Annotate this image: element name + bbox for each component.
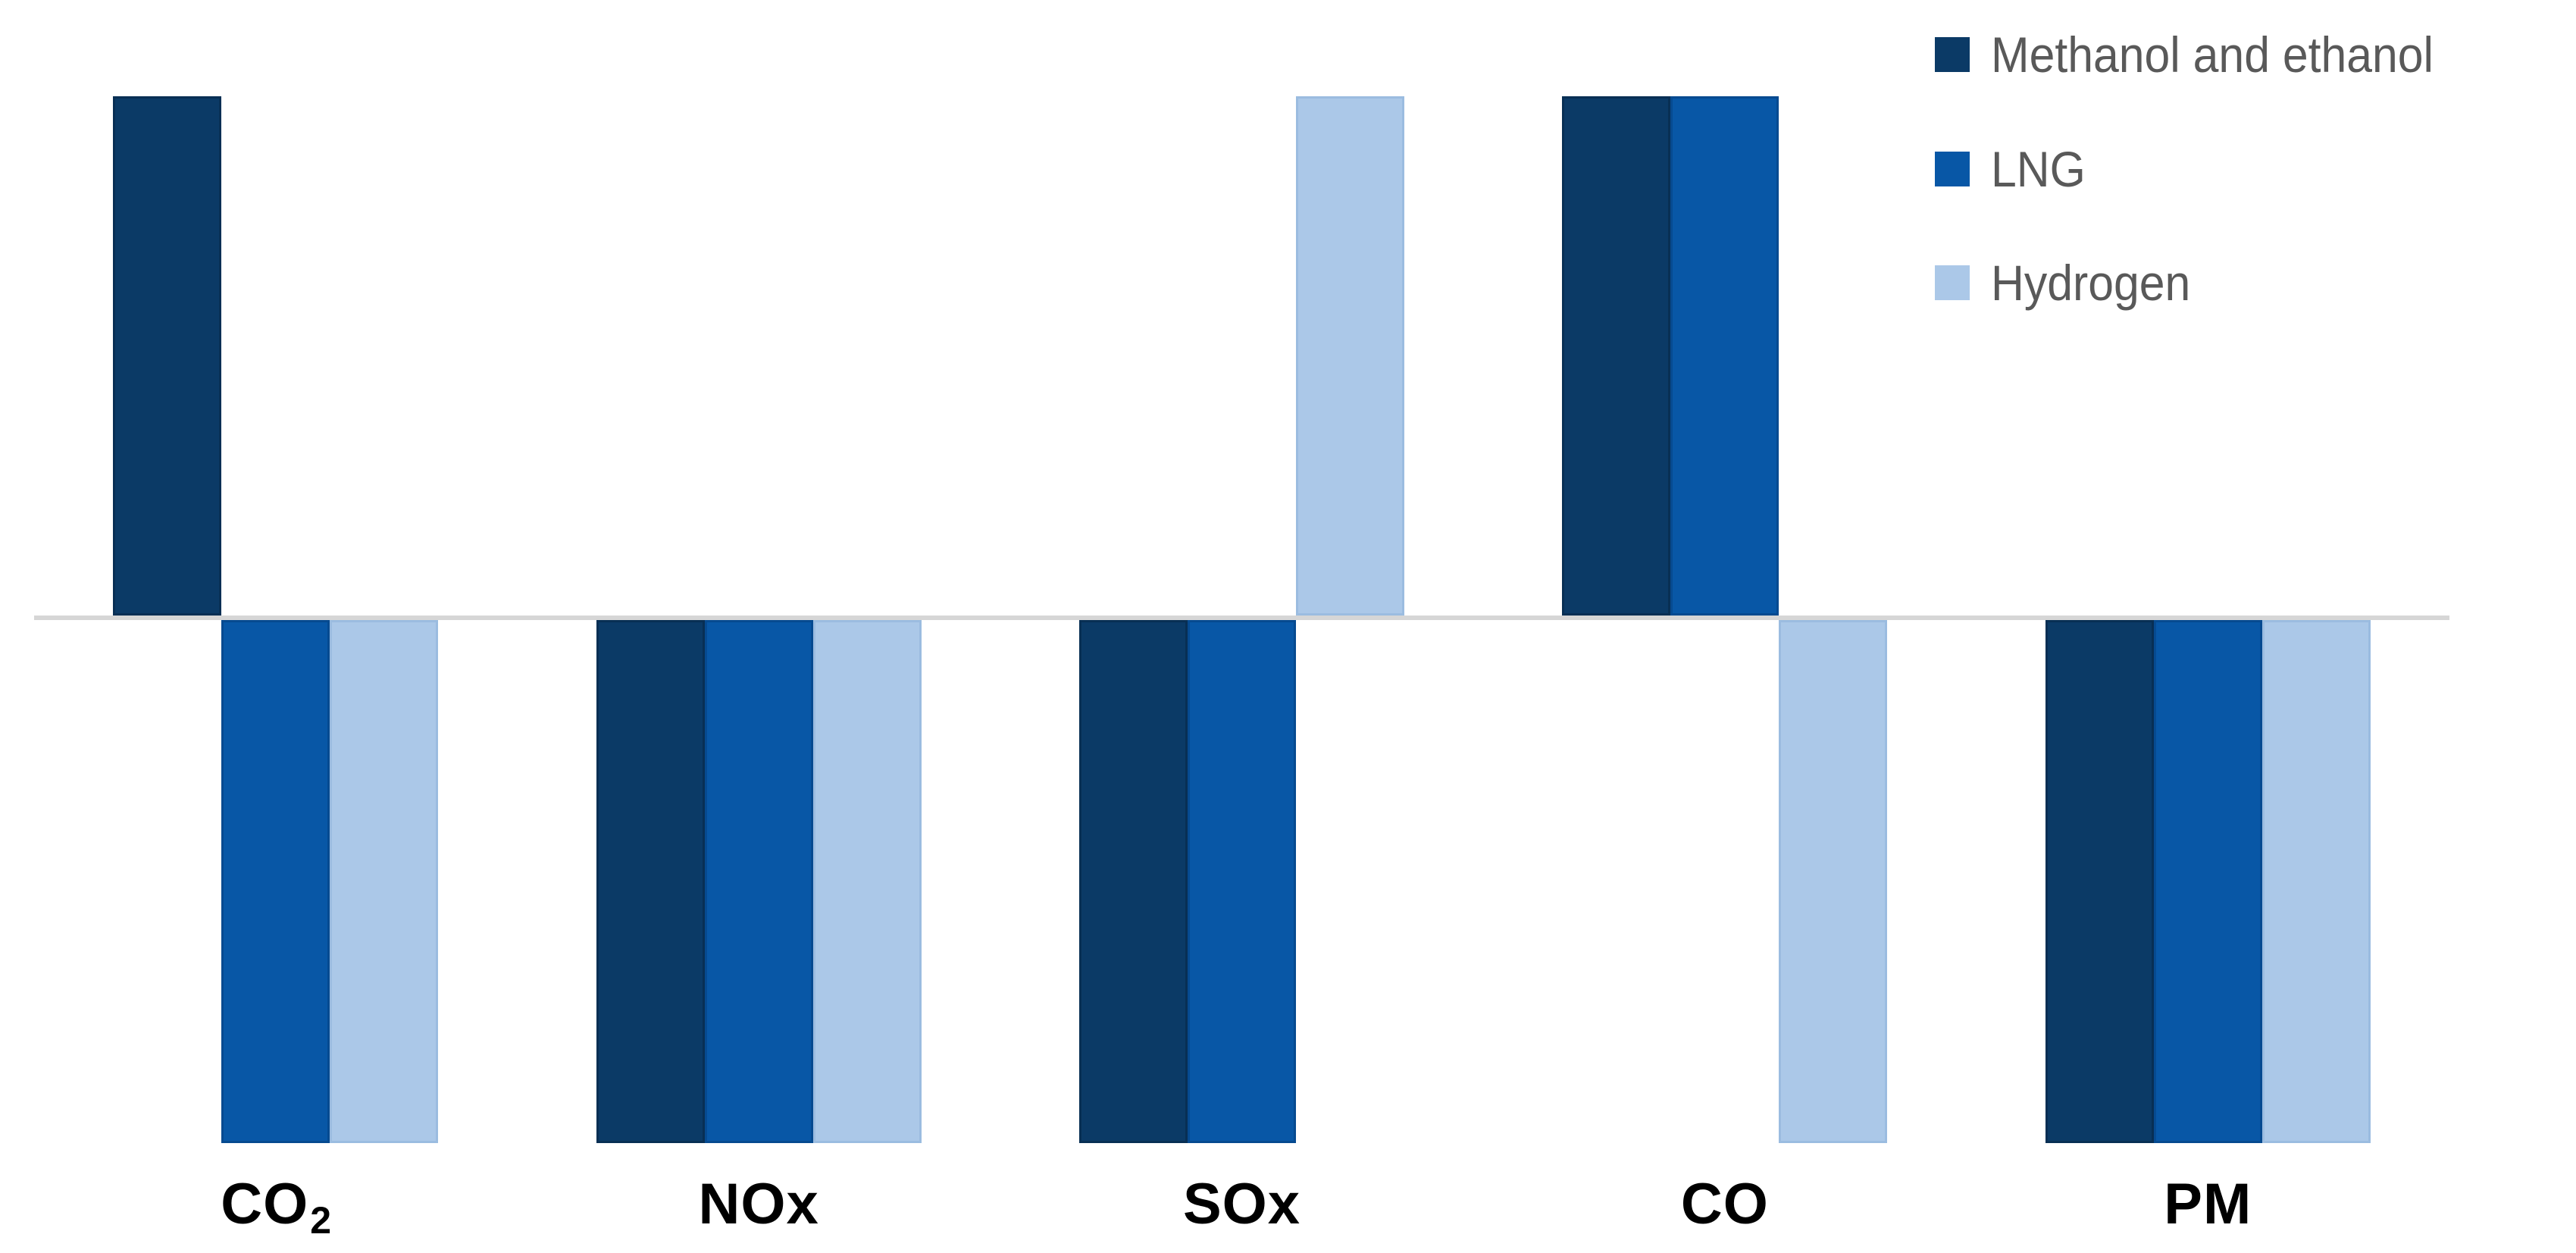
bar-hydrogen-co2 bbox=[330, 620, 439, 1143]
legend-swatch-lng bbox=[1935, 152, 1970, 186]
bar-methanol-and-ethanol-co bbox=[1562, 96, 1671, 616]
legend-swatch-methanol-and-ethanol bbox=[1935, 37, 1970, 72]
legend-item-methanol-and-ethanol: Methanol and ethanol bbox=[1935, 27, 2472, 83]
bar-lng-nox bbox=[704, 620, 813, 1143]
bar-methanol-and-ethanol-sox bbox=[1079, 620, 1188, 1143]
category-label-co2: CO 2 bbox=[221, 1171, 333, 1242]
x-axis-line bbox=[34, 616, 2449, 620]
category-label-sox: SOx bbox=[1182, 1171, 1301, 1236]
bar-hydrogen-sox bbox=[1296, 96, 1404, 616]
bar-methanol-and-ethanol-nox bbox=[596, 620, 705, 1143]
bar-methanol-and-ethanol-co2 bbox=[113, 96, 222, 616]
legend-label: Methanol and ethanol bbox=[1991, 27, 2434, 83]
bar-hydrogen-pm bbox=[2261, 620, 2371, 1143]
bar-lng-sox bbox=[1188, 620, 1296, 1143]
legend-swatch-hydrogen bbox=[1935, 265, 1970, 300]
category-label-nox: NOx bbox=[698, 1171, 819, 1236]
category-label-co: CO bbox=[1680, 1171, 1769, 1236]
bar-hydrogen-nox bbox=[812, 620, 922, 1143]
bar-lng-co2 bbox=[221, 620, 330, 1143]
category-label-pm: PM bbox=[2164, 1171, 2252, 1236]
legend-label: Hydrogen bbox=[1991, 255, 2191, 311]
bar-methanol-and-ethanol-pm bbox=[2045, 620, 2154, 1143]
legend-label: LNG bbox=[1991, 141, 2086, 197]
legend-item-lng: LNG bbox=[1935, 141, 2094, 197]
bar-lng-pm bbox=[2153, 620, 2262, 1143]
bar-lng-co bbox=[1670, 96, 1779, 616]
legend-item-hydrogen: Hydrogen bbox=[1935, 255, 2208, 311]
bar-hydrogen-co bbox=[1779, 620, 1888, 1143]
